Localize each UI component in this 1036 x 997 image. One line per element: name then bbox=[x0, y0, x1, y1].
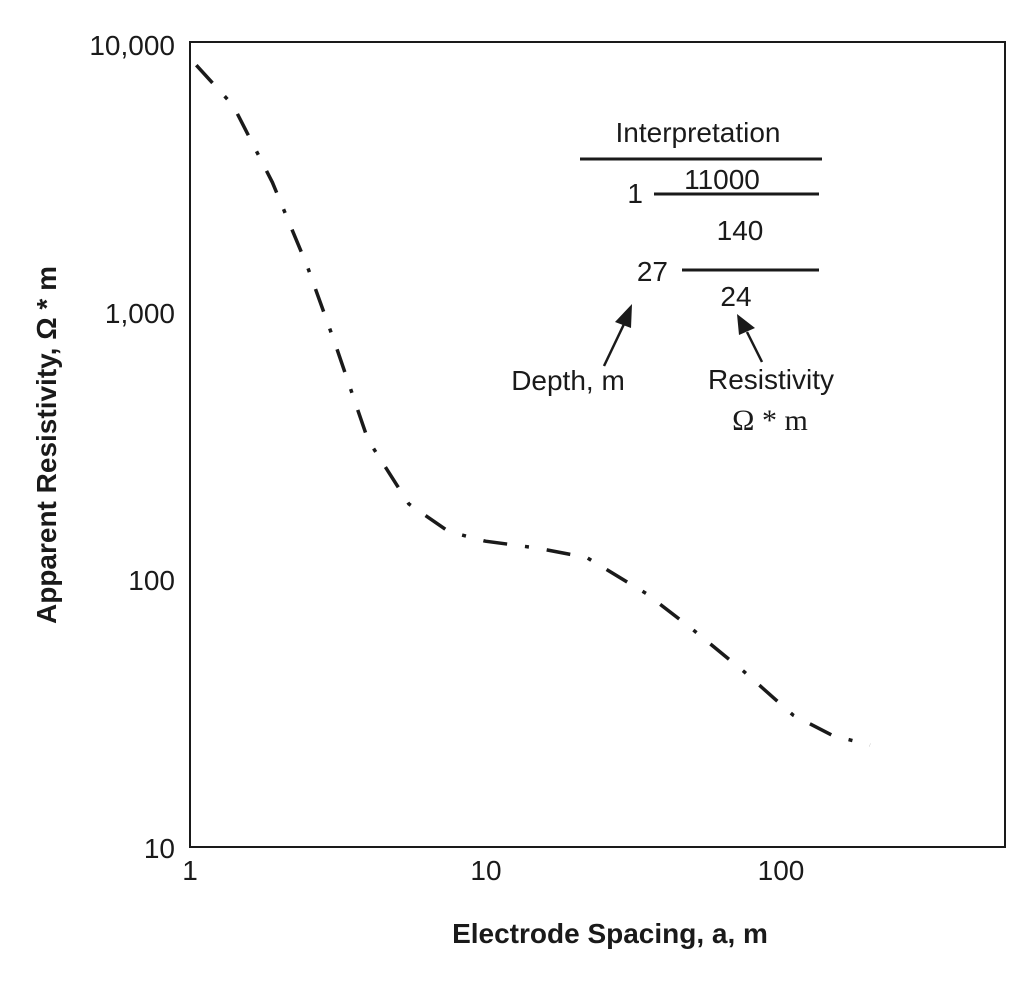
resistivity-unit: Ω * m bbox=[732, 404, 808, 437]
x-tick-label: 10 bbox=[470, 855, 501, 886]
interpretation-title: Interpretation bbox=[616, 117, 781, 148]
y-tick-labels: 10,000 1,000 100 10 bbox=[89, 30, 175, 864]
interpretation-inset: Interpretation 11000 1 140 27 24 Depth, … bbox=[511, 117, 834, 437]
layer2-depth: 27 bbox=[637, 256, 668, 287]
layer1-depth: 1 bbox=[627, 178, 643, 209]
depth-arrow-head bbox=[615, 304, 632, 328]
depth-label: Depth, m bbox=[511, 365, 625, 396]
layer1-resistivity: 11000 bbox=[684, 164, 760, 195]
x-tick-label: 1 bbox=[182, 855, 198, 886]
x-tick-labels: 1 10 100 bbox=[182, 855, 804, 886]
x-axis-title: Electrode Spacing, a, m bbox=[452, 918, 768, 949]
resistivity-arrow-shaft bbox=[745, 331, 764, 363]
y-tick-label: 10,000 bbox=[89, 30, 175, 61]
layer3-resistivity: 24 bbox=[720, 281, 751, 312]
x-tick-label: 100 bbox=[758, 855, 805, 886]
resistivity-label: Resistivity bbox=[708, 364, 834, 395]
resistivity-arrow-head bbox=[737, 314, 755, 335]
depth-arrow-shaft bbox=[602, 321, 627, 367]
plot-frame bbox=[189, 41, 1006, 848]
y-axis-title: Apparent Resistivity, Ω * m bbox=[31, 266, 62, 624]
y-tick-label: 10 bbox=[144, 833, 175, 864]
y-tick-label: 100 bbox=[128, 565, 175, 596]
y-tick-label: 1,000 bbox=[105, 298, 175, 329]
series-line bbox=[195, 64, 871, 747]
layer2-resistivity: 140 bbox=[717, 215, 764, 246]
